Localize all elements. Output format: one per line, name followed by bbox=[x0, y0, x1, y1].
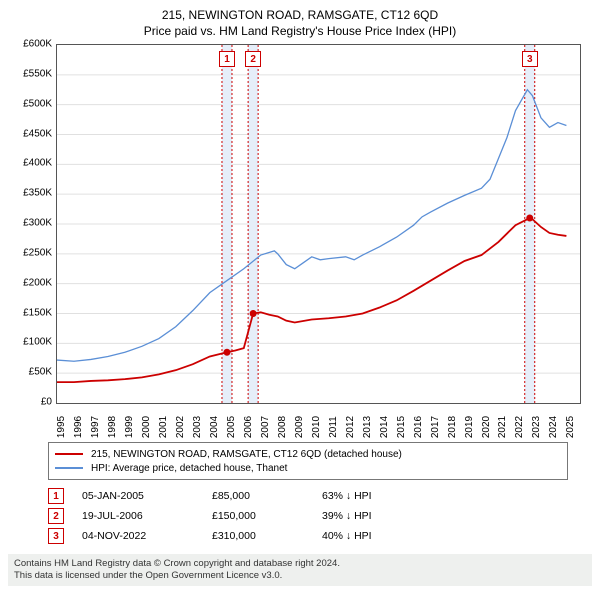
x-axis-label: 2011 bbox=[328, 416, 339, 438]
x-axis-label: 2012 bbox=[345, 416, 356, 438]
sale-row: 1 05-JAN-2005£85,00063% ↓ HPI bbox=[48, 486, 568, 506]
legend-swatch bbox=[55, 467, 83, 469]
x-axis-label: 2020 bbox=[481, 416, 492, 438]
chart-subtitle: Price paid vs. HM Land Registry's House … bbox=[0, 22, 600, 38]
footer-line1: Contains HM Land Registry data © Crown c… bbox=[14, 558, 586, 570]
x-axis-label: 1995 bbox=[56, 416, 67, 438]
x-axis-label: 2021 bbox=[497, 416, 508, 438]
x-axis-label: 2013 bbox=[362, 416, 373, 438]
sale-marker-badge: 3 bbox=[522, 51, 538, 67]
x-axis-label: 2003 bbox=[192, 416, 203, 438]
legend-label: HPI: Average price, detached house, Than… bbox=[91, 463, 287, 474]
x-axis-label: 2014 bbox=[379, 416, 390, 438]
x-axis-label: 2007 bbox=[260, 416, 271, 438]
sale-price: £310,000 bbox=[212, 530, 322, 542]
legend: 215, NEWINGTON ROAD, RAMSGATE, CT12 6QD … bbox=[48, 442, 568, 480]
sale-date: 05-JAN-2005 bbox=[82, 490, 212, 502]
chart-plot: 12 3 bbox=[56, 44, 581, 404]
x-axis-label: 2006 bbox=[243, 416, 254, 438]
y-axis-label: £500K bbox=[8, 98, 52, 109]
x-axis-label: 2019 bbox=[464, 416, 475, 438]
page: 215, NEWINGTON ROAD, RAMSGATE, CT12 6QD … bbox=[0, 0, 600, 590]
y-axis-label: £300K bbox=[8, 218, 52, 229]
sale-date: 04-NOV-2022 bbox=[82, 530, 212, 542]
x-axis-label: 2025 bbox=[565, 416, 576, 438]
y-axis-label: £450K bbox=[8, 128, 52, 139]
x-axis-label: 2016 bbox=[413, 416, 424, 438]
x-axis-label: 2015 bbox=[396, 416, 407, 438]
x-axis-label: 1997 bbox=[90, 416, 101, 438]
sale-marker-badge: 1 bbox=[219, 51, 235, 67]
x-axis-label: 2024 bbox=[548, 416, 559, 438]
sale-row: 2 19-JUL-2006£150,00039% ↓ HPI bbox=[48, 506, 568, 526]
x-axis-label: 2000 bbox=[141, 416, 152, 438]
x-axis-label: 2002 bbox=[175, 416, 186, 438]
sale-diff: 40% ↓ HPI bbox=[322, 530, 442, 542]
x-axis-label: 2005 bbox=[226, 416, 237, 438]
chart-area: £0£50K£100K£150K£200K£250K£300K£350K£400… bbox=[8, 44, 592, 404]
x-axis-label: 2018 bbox=[447, 416, 458, 438]
sale-price: £85,000 bbox=[212, 490, 322, 502]
x-axis-label: 2010 bbox=[311, 416, 322, 438]
x-axis-label: 2009 bbox=[294, 416, 305, 438]
sale-date: 19-JUL-2006 bbox=[82, 510, 212, 522]
sale-badge: 2 bbox=[48, 508, 64, 524]
y-axis-label: £400K bbox=[8, 158, 52, 169]
chart-svg bbox=[57, 45, 580, 403]
x-axis-label: 1996 bbox=[73, 416, 84, 438]
y-axis-label: £600K bbox=[8, 39, 52, 50]
legend-item: HPI: Average price, detached house, Than… bbox=[55, 461, 561, 475]
legend-swatch bbox=[55, 453, 83, 455]
y-axis-label: £100K bbox=[8, 337, 52, 348]
chart-title: 215, NEWINGTON ROAD, RAMSGATE, CT12 6QD bbox=[0, 0, 600, 22]
x-axis-label: 2001 bbox=[158, 416, 169, 438]
y-axis-label: £250K bbox=[8, 247, 52, 258]
x-axis-label: 1998 bbox=[107, 416, 118, 438]
y-axis-label: £150K bbox=[8, 307, 52, 318]
y-axis-label: £0 bbox=[8, 397, 52, 408]
x-axis-label: 2008 bbox=[277, 416, 288, 438]
x-axis-label: 2004 bbox=[209, 416, 220, 438]
sale-price: £150,000 bbox=[212, 510, 322, 522]
sale-row: 3 04-NOV-2022£310,00040% ↓ HPI bbox=[48, 526, 568, 546]
footer: Contains HM Land Registry data © Crown c… bbox=[8, 554, 592, 586]
legend-label: 215, NEWINGTON ROAD, RAMSGATE, CT12 6QD … bbox=[91, 449, 402, 460]
y-axis-label: £50K bbox=[8, 367, 52, 378]
x-axis-label: 2017 bbox=[430, 416, 441, 438]
sale-diff: 39% ↓ HPI bbox=[322, 510, 442, 522]
x-axis-label: 1999 bbox=[124, 416, 135, 438]
sale-badge: 3 bbox=[48, 528, 64, 544]
sale-diff: 63% ↓ HPI bbox=[322, 490, 442, 502]
sale-marker-badge: 2 bbox=[245, 51, 261, 67]
y-axis-label: £200K bbox=[8, 277, 52, 288]
y-axis-label: £550K bbox=[8, 68, 52, 79]
x-axis-label: 2022 bbox=[514, 416, 525, 438]
footer-line2: This data is licensed under the Open Gov… bbox=[14, 570, 586, 582]
legend-item: 215, NEWINGTON ROAD, RAMSGATE, CT12 6QD … bbox=[55, 447, 561, 461]
x-axis-label: 2023 bbox=[531, 416, 542, 438]
sale-badge: 1 bbox=[48, 488, 64, 504]
sales-table: 1 05-JAN-2005£85,00063% ↓ HPI 2 19-JUL-2006… bbox=[48, 486, 568, 546]
y-axis-label: £350K bbox=[8, 188, 52, 199]
